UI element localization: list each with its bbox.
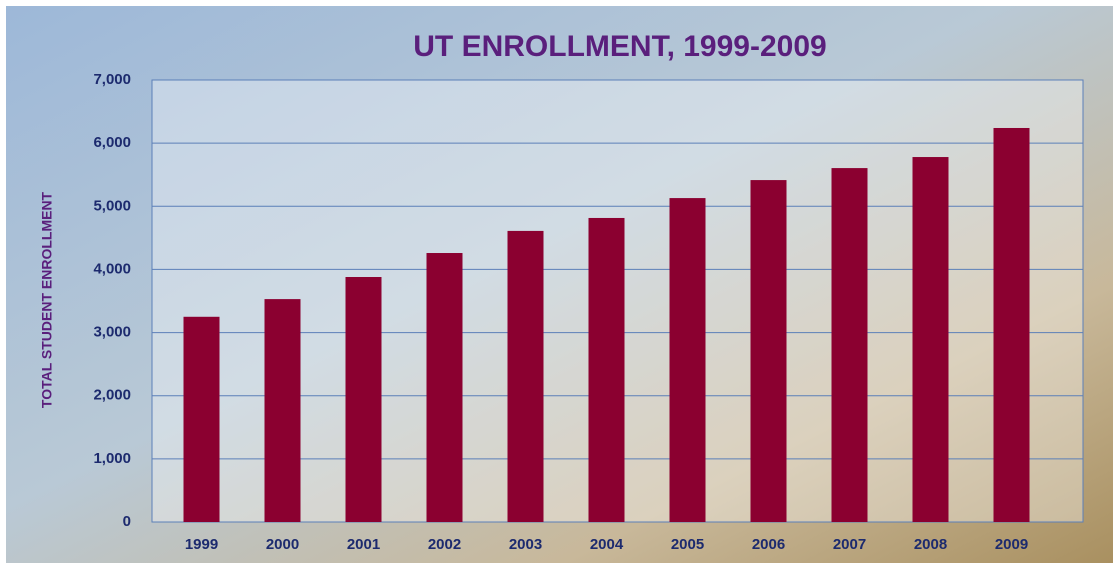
y-tick-label: 5,000 xyxy=(93,197,131,214)
bar xyxy=(265,299,301,522)
bar xyxy=(994,128,1030,522)
chart: UT ENROLLMENT, 1999-2009 TOTAL STUDENT E… xyxy=(0,0,1119,569)
x-tick-label: 2004 xyxy=(590,536,624,553)
bar xyxy=(427,253,463,522)
x-tick-label: 2003 xyxy=(509,536,542,553)
x-tick-label: 2009 xyxy=(995,536,1028,553)
bar xyxy=(589,218,625,522)
bar xyxy=(670,198,706,522)
y-tick-label: 2,000 xyxy=(93,387,131,404)
x-tick-label: 2005 xyxy=(671,536,704,553)
x-tick-label: 2000 xyxy=(266,536,299,553)
bar xyxy=(913,157,949,522)
bar xyxy=(832,168,868,522)
chart-title: UT ENROLLMENT, 1999-2009 xyxy=(413,30,826,63)
y-tick-label: 0 xyxy=(123,513,131,530)
x-tick-label: 2007 xyxy=(833,536,866,553)
x-tick-label: 2008 xyxy=(914,536,947,553)
page: UT ENROLLMENT, 1999-2009 TOTAL STUDENT E… xyxy=(0,0,1119,569)
y-tick-label: 7,000 xyxy=(93,71,131,88)
y-tick-label: 1,000 xyxy=(93,450,131,467)
x-tick-label: 2001 xyxy=(347,536,380,553)
y-axis-label: TOTAL STUDENT ENROLLMENT xyxy=(39,191,55,408)
bar xyxy=(751,180,787,522)
y-tick-label: 3,000 xyxy=(93,324,131,341)
bar xyxy=(346,277,382,522)
x-tick-label: 1999 xyxy=(185,536,218,553)
bar xyxy=(184,317,220,522)
x-tick-label: 2006 xyxy=(752,536,785,553)
y-tick-label: 4,000 xyxy=(93,260,131,277)
x-tick-label: 2002 xyxy=(428,536,461,553)
bar xyxy=(508,231,544,522)
y-tick-label: 6,000 xyxy=(93,134,131,151)
